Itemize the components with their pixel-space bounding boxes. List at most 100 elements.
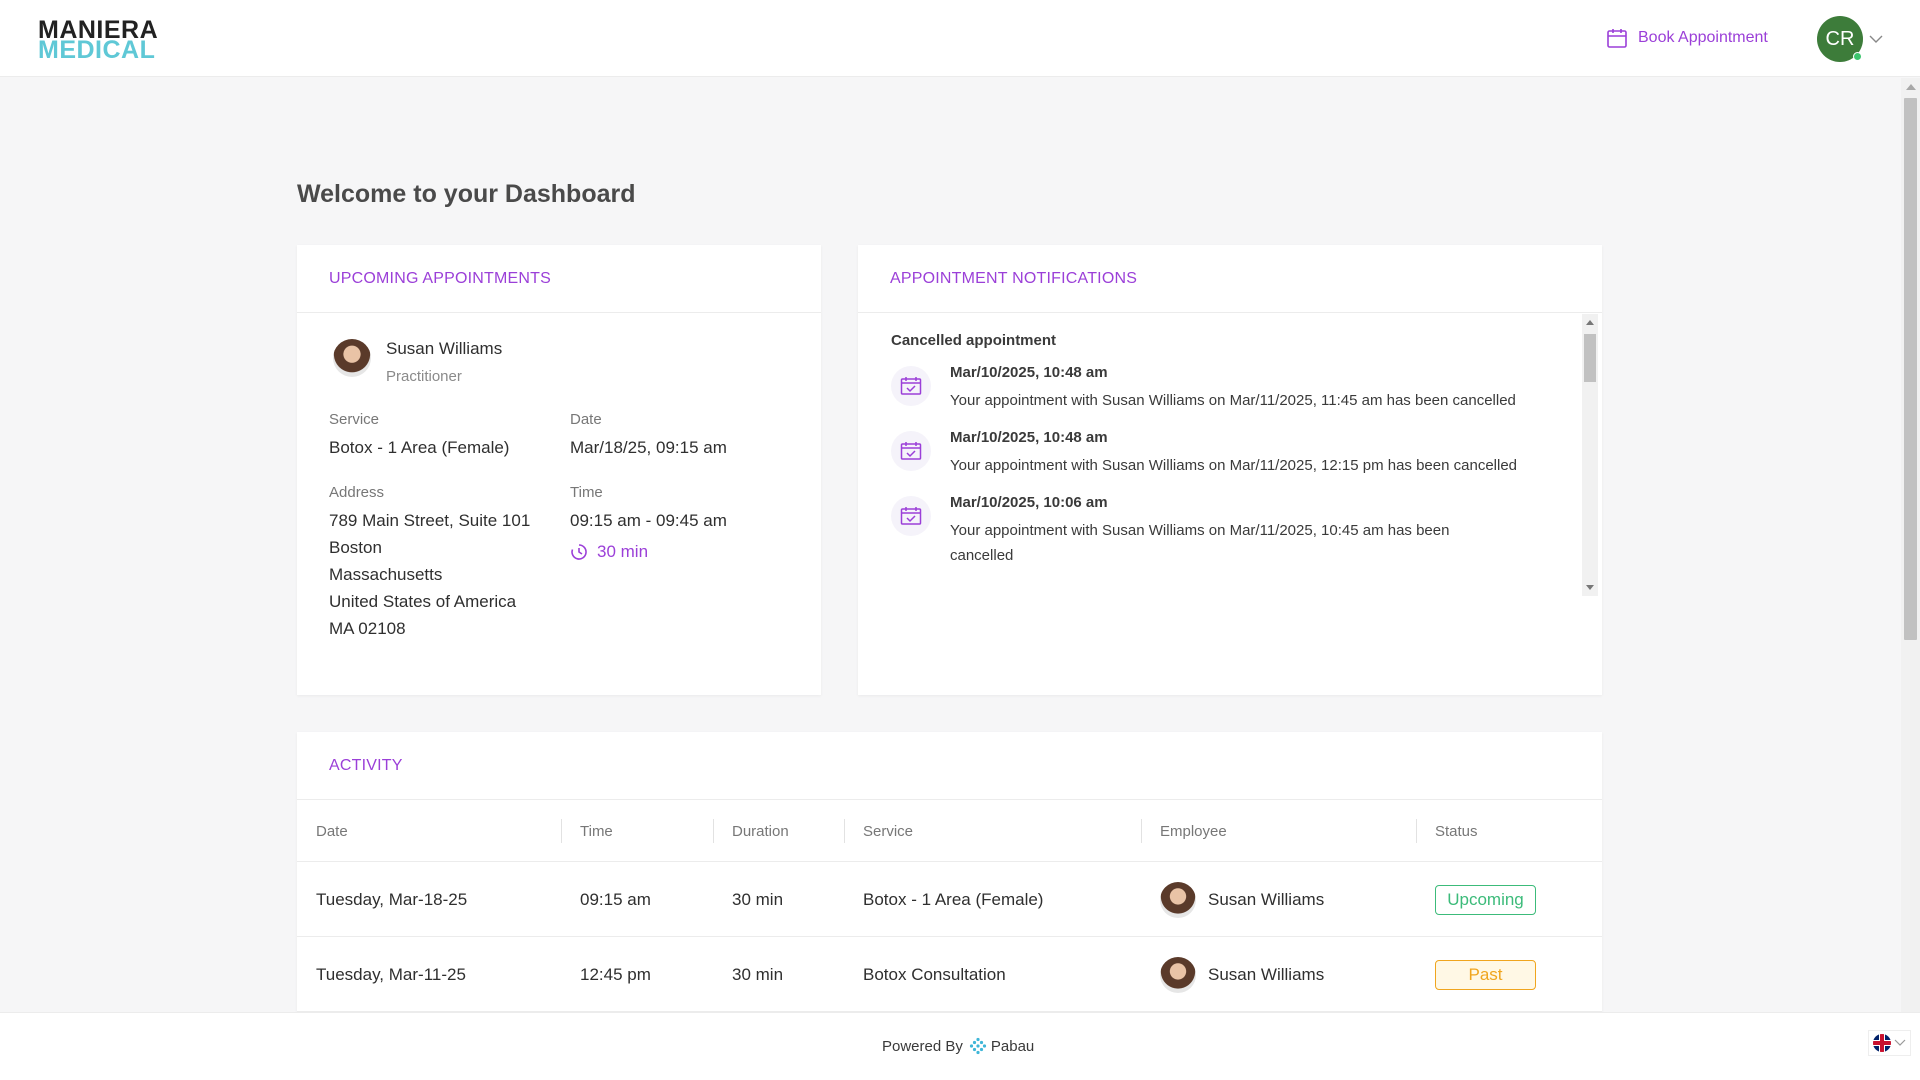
notification-message: Your appointment with Susan Williams on …: [950, 457, 1518, 474]
practitioner: Susan Williams Practitioner: [333, 339, 502, 385]
appointment-notifications-card: APPOINTMENT NOTIFICATIONS Cancelled appo…: [858, 245, 1602, 695]
service-value: Botox - 1 Area (Female): [329, 438, 510, 457]
activity-title: ACTIVITY: [297, 732, 1602, 800]
cell-time: 09:15 am: [580, 889, 651, 909]
address-line: 789 Main Street, Suite 101: [329, 511, 531, 530]
scrollbar-thumb[interactable]: [1904, 98, 1917, 640]
employee-avatar: [1160, 956, 1196, 993]
column-header-duration[interactable]: Duration: [732, 823, 789, 840]
cell-employee: Susan Williams: [1160, 937, 1324, 1012]
column-divider: [713, 819, 714, 843]
language-selector[interactable]: [1868, 1030, 1911, 1056]
date-value: Mar/18/25, 09:15 am: [570, 438, 727, 457]
notification-date: Mar/10/2025, 10:06 am: [950, 494, 1108, 511]
status-badge: Upcoming: [1435, 884, 1536, 915]
table-header-row: Date Time Duration Service Employee Stat…: [297, 801, 1602, 862]
calendar-icon: [1607, 29, 1627, 48]
brand-logo-line2: MEDICAL: [38, 36, 156, 64]
address-line: Boston: [329, 538, 382, 557]
notifications-list[interactable]: Cancelled appointment Mar/10/2025, 10:48…: [858, 314, 1602, 596]
column-header-status[interactable]: Status: [1435, 823, 1478, 840]
cell-duration: 30 min: [732, 889, 784, 909]
address-label: Address: [329, 484, 385, 501]
scroll-up-arrow[interactable]: [1906, 84, 1916, 90]
scroll-up-arrow[interactable]: [1586, 320, 1594, 325]
table-row[interactable]: Tuesday, Mar-18-25 09:15 am 30 min Botox…: [297, 862, 1602, 937]
practitioner-avatar: [333, 339, 371, 377]
scroll-down-arrow[interactable]: [1586, 585, 1594, 590]
cell-status: Upcoming: [1435, 862, 1536, 937]
time-value: 09:15 am - 09:45 am: [570, 511, 727, 530]
practitioner-role: Practitioner: [386, 368, 462, 385]
powered-by-label: Powered By: [882, 1037, 963, 1055]
column-divider: [844, 819, 845, 843]
calendar-check-icon: [891, 366, 931, 406]
duration-value: 30 min: [597, 542, 649, 561]
cell-date: Tuesday, Mar-18-25: [316, 889, 468, 909]
date-label: Date: [570, 411, 602, 428]
page-title: Welcome to your Dashboard: [297, 180, 636, 208]
address-line: Massachusetts: [329, 565, 443, 584]
pabau-logo[interactable]: Pabau: [969, 1037, 1034, 1055]
notification-message: Your appointment with Susan Williams on …: [950, 522, 1450, 564]
calendar-check-icon: [891, 496, 931, 536]
top-header: MANIERA MEDICAL Book Appointment CR: [0, 0, 1920, 77]
upcoming-appointments-title: UPCOMING APPOINTMENTS: [297, 245, 821, 313]
employee-name: Susan Williams: [1208, 964, 1325, 984]
column-divider: [561, 819, 562, 843]
footer: Powered By Pabau: [0, 1012, 1920, 1080]
column-divider: [1416, 819, 1417, 843]
avatar[interactable]: CR: [1817, 16, 1863, 62]
notifications-section-title: Cancelled appointment: [891, 332, 1057, 349]
column-header-employee[interactable]: Employee: [1160, 823, 1227, 840]
upcoming-appointments-card: UPCOMING APPOINTMENTS Susan Williams Pra…: [297, 245, 821, 695]
table-row[interactable]: Tuesday, Mar-11-25 12:45 pm 30 min Botox…: [297, 937, 1602, 1012]
brand-logo-line1: MANIERA: [38, 16, 159, 44]
address-line: United States of America: [329, 592, 517, 611]
powered-by: Powered By Pabau: [882, 1037, 1034, 1055]
user-menu[interactable]: CR: [1817, 16, 1883, 62]
column-header-time[interactable]: Time: [580, 823, 613, 840]
scrollbar-thumb[interactable]: [1584, 334, 1596, 382]
book-appointment-button[interactable]: Book Appointment: [1606, 25, 1768, 51]
brand-logo[interactable]: MANIERA MEDICAL: [38, 16, 159, 64]
calendar-check-icon: [891, 431, 931, 471]
appointment-notifications-title: APPOINTMENT NOTIFICATIONS: [858, 245, 1602, 313]
cell-date: Tuesday, Mar-11-25: [316, 964, 466, 984]
duration: 30 min: [570, 542, 648, 562]
chevron-down-icon[interactable]: [1869, 34, 1883, 44]
notification-date: Mar/10/2025, 10:48 am: [950, 364, 1108, 381]
column-header-date[interactable]: Date: [316, 823, 348, 840]
practitioner-name: Susan Williams: [386, 339, 503, 358]
activity-table: Date Time Duration Service Employee Stat…: [297, 801, 1602, 1012]
column-divider: [1141, 819, 1142, 843]
notification-item[interactable]: Mar/10/2025, 10:48 am Your appointment w…: [891, 429, 1571, 478]
time-label: Time: [570, 484, 603, 501]
page-scrollbar[interactable]: [1901, 78, 1920, 1012]
uk-flag-icon: [1873, 1034, 1891, 1052]
cell-duration: 30 min: [732, 964, 784, 984]
notification-item[interactable]: Mar/10/2025, 10:48 am Your appointment w…: [891, 364, 1571, 413]
employee-name: Susan Williams: [1208, 889, 1325, 909]
cell-service: Botox Consultation: [863, 964, 1006, 984]
service-label: Service: [329, 411, 380, 428]
avatar-initials: CR: [1825, 27, 1855, 50]
status-badge: Past: [1435, 959, 1536, 990]
column-header-service[interactable]: Service: [863, 823, 914, 840]
address-value: 789 Main Street, Suite 101 Boston Massac…: [329, 507, 530, 642]
chevron-down-icon: [1894, 1039, 1906, 1046]
online-status-dot: [1853, 52, 1862, 61]
notification-item[interactable]: Mar/10/2025, 10:06 am Your appointment w…: [891, 494, 1571, 568]
employee-avatar: [1160, 881, 1196, 918]
cell-time: 12:45 pm: [580, 964, 651, 984]
cell-employee: Susan Williams: [1160, 862, 1324, 937]
notification-message: Your appointment with Susan Williams on …: [950, 392, 1516, 409]
cell-status: Past: [1435, 937, 1536, 1012]
address-line: MA 02108: [329, 619, 406, 638]
cell-service: Botox - 1 Area (Female): [863, 889, 1044, 909]
notifications-scrollbar[interactable]: [1582, 314, 1598, 596]
clock-icon: [571, 544, 587, 560]
notification-date: Mar/10/2025, 10:48 am: [950, 429, 1108, 446]
activity-card: ACTIVITY Date Time Duration Service Empl…: [297, 732, 1602, 1012]
pabau-name: Pabau: [990, 1037, 1035, 1055]
